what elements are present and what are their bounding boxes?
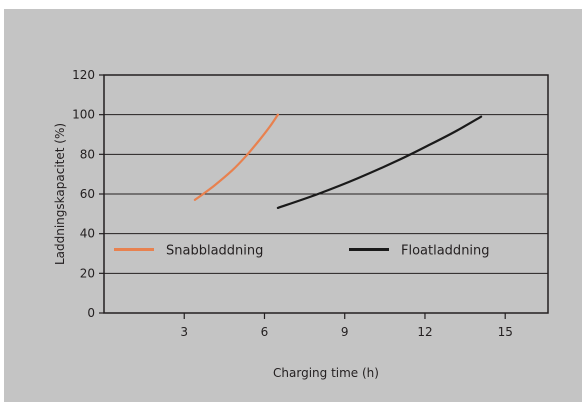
y-tick-label-100: 100: [72, 108, 95, 122]
x-tick-label-3: 3: [180, 325, 188, 339]
x-axis-label: Charging time (h): [273, 366, 379, 380]
legend: Snabbladdning Floatladdning: [114, 244, 490, 259]
series-lines: [193, 113, 483, 209]
y-axis-ticks: 0 20 40 60 80 100 120: [72, 68, 104, 320]
x-tick-label-15: 15: [498, 325, 513, 339]
gridlines: [104, 114, 548, 274]
x-tick-label-12: 12: [417, 325, 432, 339]
x-tick-label-6: 6: [261, 325, 269, 339]
x-tick-label-9: 9: [341, 325, 349, 339]
y-tick-label-0: 0: [87, 306, 95, 320]
y-tick-label-40: 40: [80, 227, 95, 241]
y-tick-label-60: 60: [80, 187, 95, 201]
y-tick-label-120: 120: [72, 68, 95, 82]
legend-label-1: Floatladdning: [401, 244, 490, 259]
series-line-1: [276, 115, 483, 209]
legend-label-0: Snabbladdning: [166, 244, 263, 259]
y-axis-label: Laddningskapacitet (%): [53, 123, 67, 265]
x-axis-ticks: 3 6 9 12 15: [180, 313, 513, 339]
y-tick-label-80: 80: [80, 147, 95, 161]
y-tick-label-20: 20: [80, 266, 95, 280]
series-line-0: [193, 113, 279, 201]
